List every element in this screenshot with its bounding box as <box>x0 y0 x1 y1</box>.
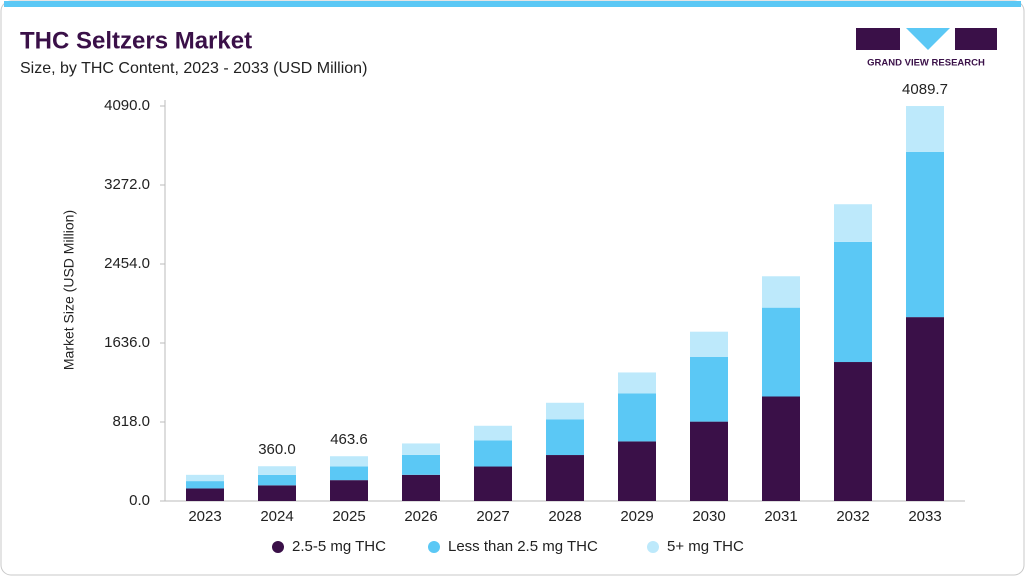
x-tick-label: 2023 <box>188 508 221 525</box>
y-tick-label: 818.0 <box>112 413 150 430</box>
x-tick-label: 2026 <box>404 508 437 525</box>
bar-segment <box>258 485 296 501</box>
bar-segment <box>762 396 800 501</box>
bar-segment <box>402 474 440 501</box>
bar-segment <box>834 204 872 242</box>
bar-segment <box>258 466 296 475</box>
logo: GRAND VIEW RESEARCH <box>856 28 997 69</box>
x-tick-label: 2033 <box>908 508 941 525</box>
total-label: 360.0 <box>258 441 296 458</box>
y-tick-label: 4090.0 <box>104 97 150 114</box>
logo-block <box>856 28 900 50</box>
total-label: 4089.7 <box>902 81 948 98</box>
bar-segment <box>330 480 368 501</box>
bar-segment <box>186 488 224 501</box>
legend-label: 5+ mg THC <box>667 538 744 555</box>
y-tick-label: 3272.0 <box>104 176 150 193</box>
bar-segment <box>546 419 584 456</box>
bar-segment <box>402 454 440 475</box>
legend-label: Less than 2.5 mg THC <box>448 538 598 555</box>
bar-segment <box>690 356 728 422</box>
y-tick-label: 2454.0 <box>104 255 150 272</box>
bar-segment <box>618 441 656 501</box>
chart-subtitle: Size, by THC Content, 2023 - 2033 (USD M… <box>20 60 367 77</box>
bar-segment <box>330 466 368 481</box>
bar-segment <box>906 151 944 318</box>
bar-segment <box>258 474 296 486</box>
x-tick-label: 2027 <box>476 508 509 525</box>
bar-segment <box>474 440 512 467</box>
bar-segment <box>402 443 440 455</box>
logo-triangle <box>906 28 950 50</box>
x-tick-label: 2028 <box>548 508 581 525</box>
logo-block <box>955 28 997 50</box>
x-tick-label: 2025 <box>332 508 365 525</box>
x-tick-label: 2030 <box>692 508 725 525</box>
logo-text: GRAND VIEW RESEARCH <box>867 58 985 69</box>
bar-segment <box>186 481 224 489</box>
bar-segment <box>546 455 584 501</box>
bar-segment <box>834 241 872 363</box>
bar-segment <box>762 276 800 308</box>
total-label: 463.6 <box>330 431 368 448</box>
bar-segment <box>906 317 944 501</box>
bar-segment <box>762 307 800 397</box>
bar-segment <box>690 421 728 501</box>
x-tick-label: 2029 <box>620 508 653 525</box>
y-axis-label: Market Size (USD Million) <box>61 210 77 370</box>
bar-segment <box>330 456 368 467</box>
y-tick-label: 1636.0 <box>104 334 150 351</box>
legend-swatch <box>647 541 659 553</box>
legend-label: 2.5-5 mg THC <box>292 538 386 555</box>
bar-segment <box>618 372 656 394</box>
bar-segment <box>834 362 872 501</box>
bar-segment <box>186 474 224 482</box>
x-tick-label: 2032 <box>836 508 869 525</box>
bar-segment <box>690 331 728 357</box>
bar-segment <box>618 393 656 442</box>
bar-segment <box>906 106 944 152</box>
top-band <box>4 1 1021 7</box>
chart-title: THC Seltzers Market <box>20 27 252 54</box>
x-tick-label: 2031 <box>764 508 797 525</box>
legend-swatch <box>428 541 440 553</box>
legend-swatch <box>272 541 284 553</box>
bar-segment <box>474 425 512 441</box>
x-tick-label: 2024 <box>260 508 293 525</box>
y-tick-label: 0.0 <box>129 492 150 509</box>
bar-segment <box>474 466 512 501</box>
bar-segment <box>546 402 584 420</box>
